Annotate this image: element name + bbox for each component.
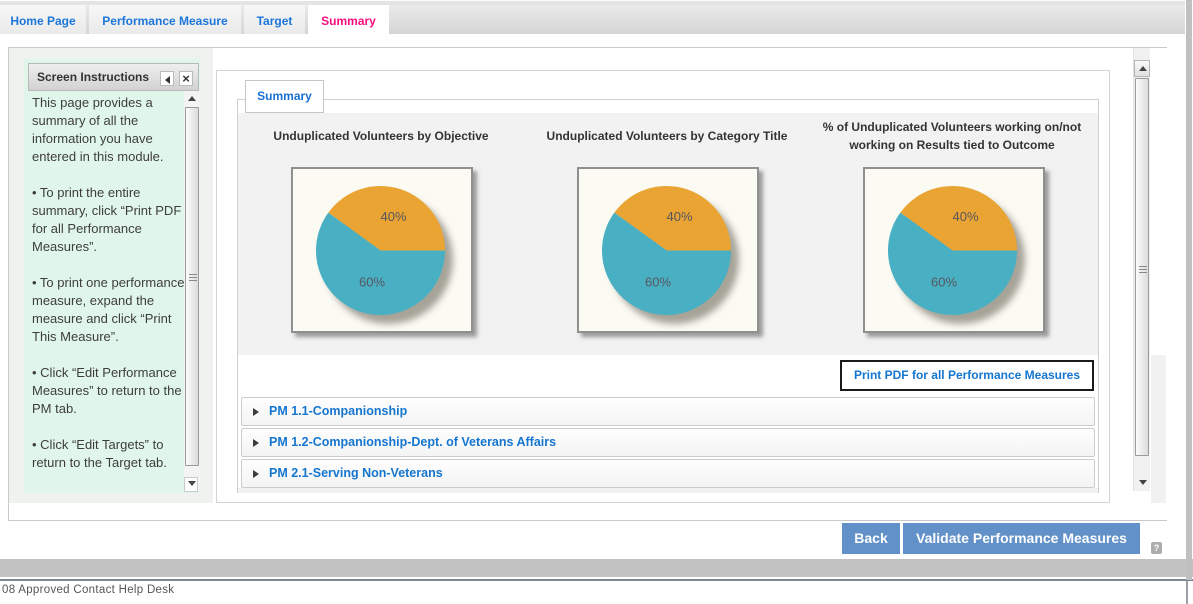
svg-text:60%: 60%: [645, 275, 671, 290]
svg-text:60%: 60%: [359, 275, 385, 290]
svg-text:40%: 40%: [952, 209, 978, 224]
svg-text:40%: 40%: [380, 209, 406, 224]
svg-text:60%: 60%: [931, 275, 957, 290]
svg-text:40%: 40%: [666, 209, 692, 224]
